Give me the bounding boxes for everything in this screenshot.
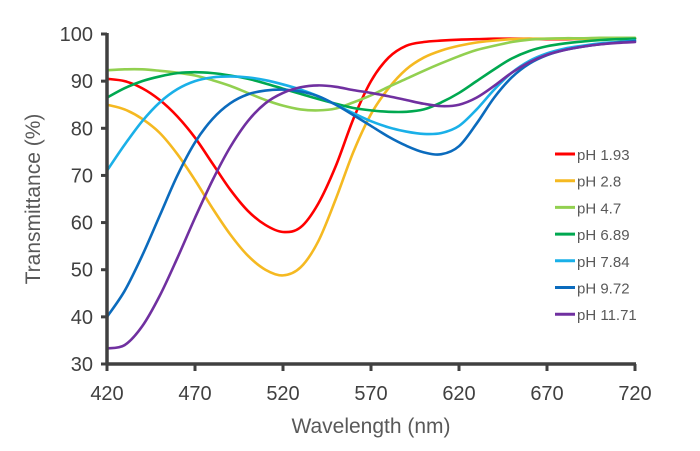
y-tick-label: 100 bbox=[60, 24, 93, 46]
series-line-ph-7-84 bbox=[105, 39, 637, 173]
y-ticks: 30 40 50 60 70 80 90 100 bbox=[60, 24, 107, 376]
series-line-ph-1-93 bbox=[105, 37, 637, 234]
y-tick-label: 60 bbox=[71, 213, 93, 235]
series-line-ph-6-89 bbox=[105, 37, 637, 114]
legend-item: pH 7.84 bbox=[555, 254, 630, 271]
legend: pH 1.93 pH 2.8 pH 4.7 pH 6.89 pH 7.84 pH 9.72… bbox=[555, 147, 637, 324]
y-axis-title: Transmittance (%) bbox=[22, 114, 45, 285]
x-axis-title: Wavelength (nm) bbox=[291, 415, 450, 438]
legend-label: pH 9.72 bbox=[577, 281, 630, 298]
y-tick-label: 80 bbox=[71, 118, 93, 140]
y-tick-label: 40 bbox=[71, 307, 93, 329]
x-tick-label: 470 bbox=[178, 383, 211, 405]
y-tick-label: 90 bbox=[71, 71, 93, 93]
x-tick-label: 620 bbox=[442, 383, 475, 405]
plot-lines bbox=[105, 36, 637, 350]
legend-item: pH 6.89 bbox=[555, 227, 630, 244]
x-tick-label: 570 bbox=[354, 383, 387, 405]
x-tick-label: 520 bbox=[266, 383, 299, 405]
axes: 30 40 50 60 70 80 90 100 420 470 520 570 620 670 720 bbox=[60, 24, 652, 405]
legend-item: pH 1.93 bbox=[555, 147, 630, 164]
legend-label: pH 11.71 bbox=[577, 307, 637, 324]
series-line-ph-4-7 bbox=[105, 36, 637, 112]
legend-label: pH 7.84 bbox=[577, 254, 630, 271]
legend-item: pH 11.71 bbox=[555, 307, 637, 324]
legend-label: pH 1.93 bbox=[577, 147, 630, 164]
legend-item: pH 4.7 bbox=[555, 200, 621, 217]
x-tick-label: 670 bbox=[530, 383, 563, 405]
series-line-ph-11-71 bbox=[105, 40, 637, 350]
legend-label: pH 6.89 bbox=[577, 227, 630, 244]
x-tick-label: 720 bbox=[618, 383, 651, 405]
y-tick-label: 70 bbox=[71, 165, 93, 187]
x-tick-label: 420 bbox=[90, 383, 123, 405]
legend-label: pH 4.7 bbox=[577, 200, 621, 217]
y-tick-label: 50 bbox=[71, 260, 93, 282]
legend-item: pH 2.8 bbox=[555, 174, 621, 191]
x-ticks: 420 470 520 570 620 670 720 bbox=[90, 364, 652, 405]
legend-label: pH 2.8 bbox=[577, 174, 621, 191]
y-tick-label: 30 bbox=[71, 354, 93, 376]
legend-item: pH 9.72 bbox=[555, 281, 630, 298]
